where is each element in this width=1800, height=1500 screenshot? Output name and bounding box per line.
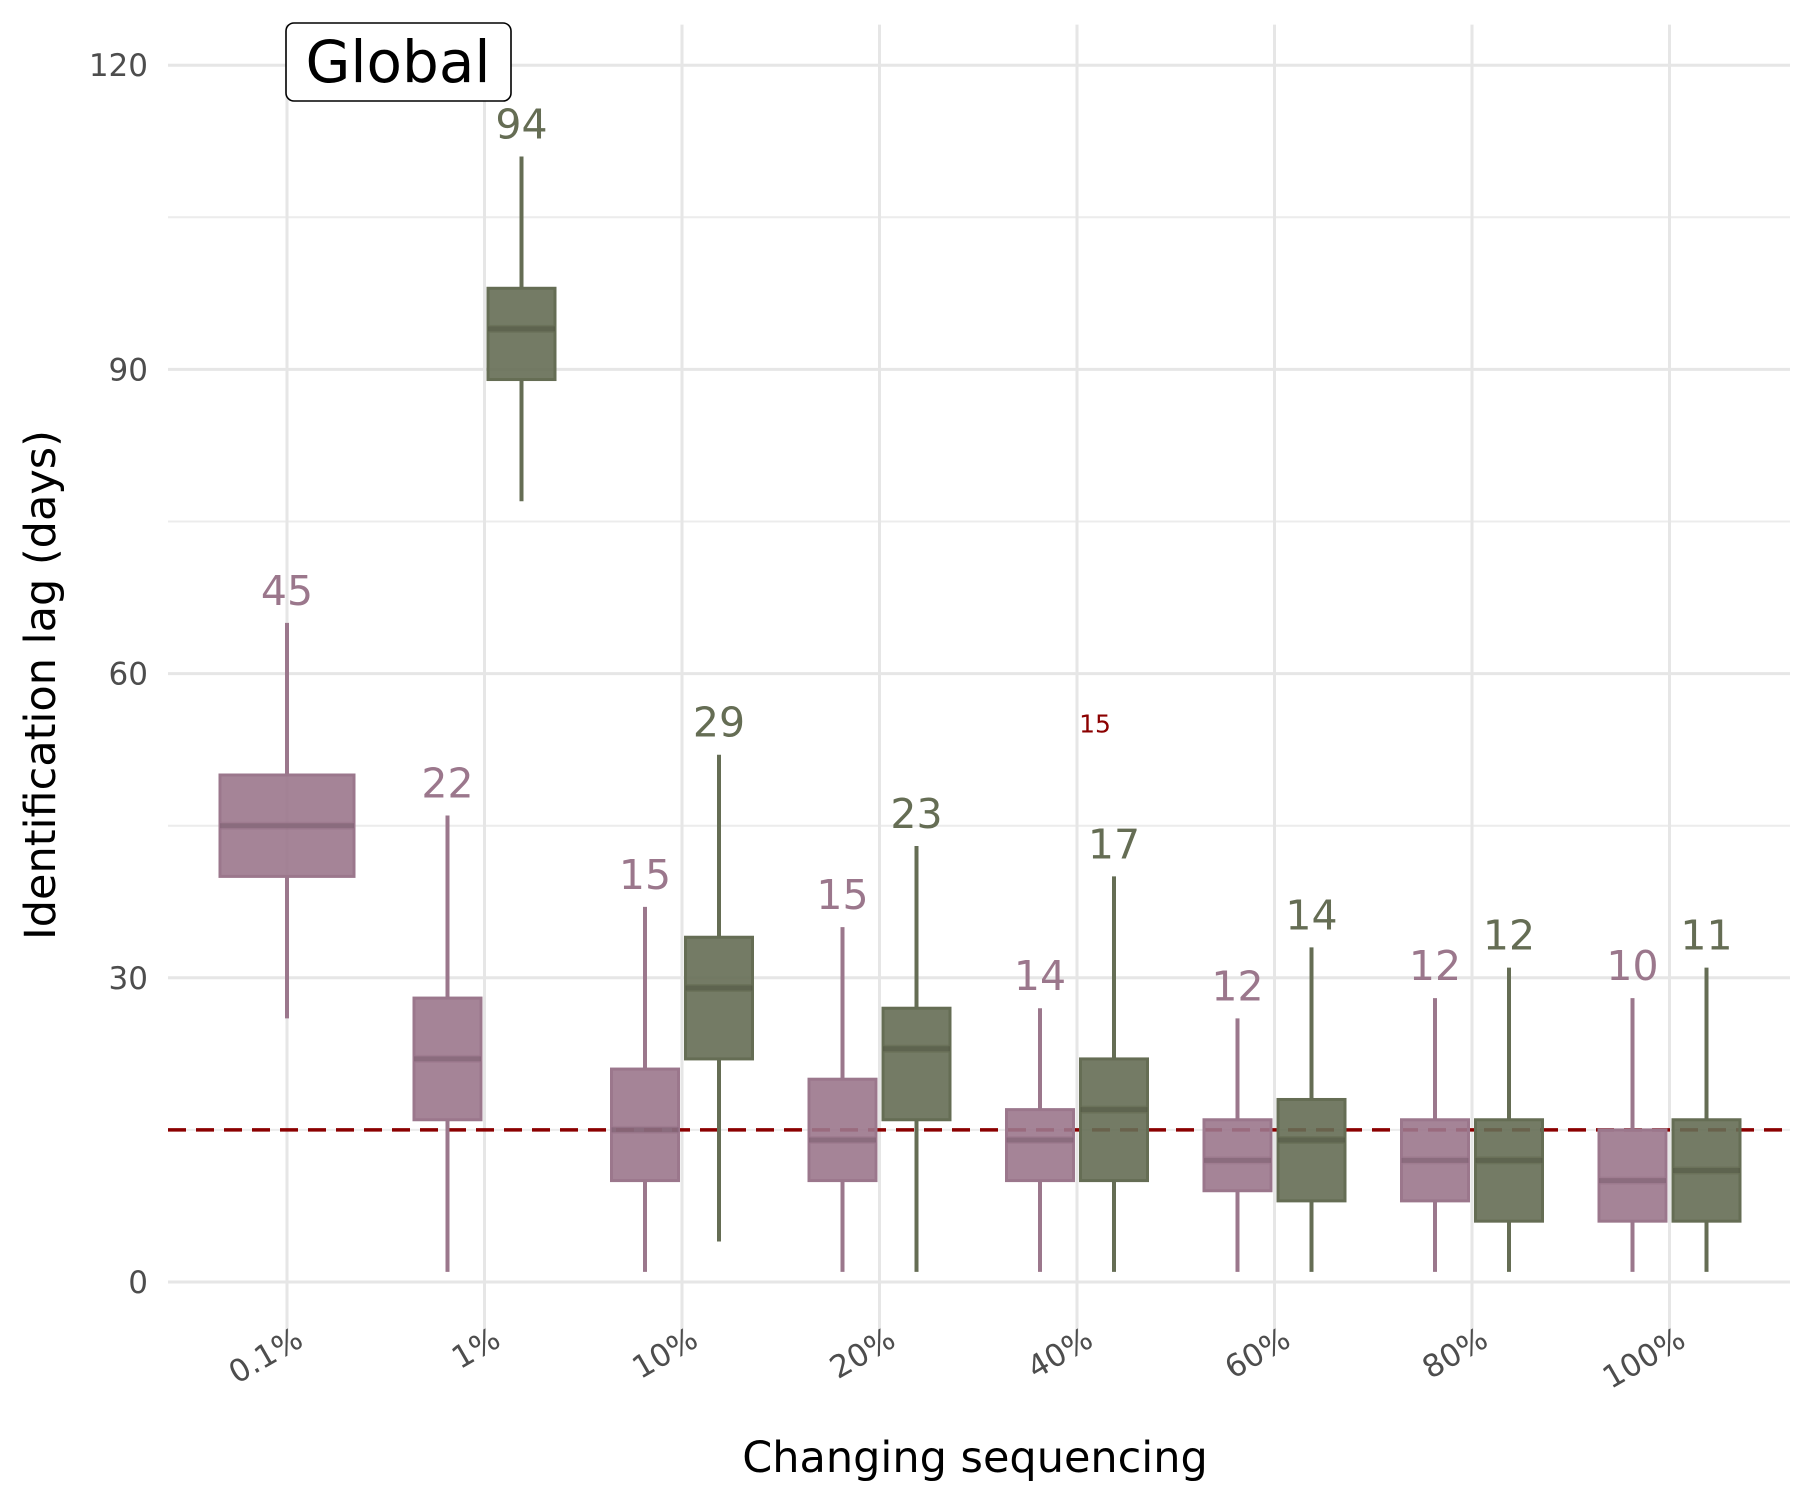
box: [1597, 1128, 1668, 1223]
y-tick-label: 120: [89, 48, 148, 84]
box: [807, 1077, 878, 1183]
x-tick-label: 1%: [446, 1321, 507, 1377]
box: [1079, 1057, 1149, 1183]
box-value-label: 12: [1483, 912, 1535, 960]
box: [610, 1067, 680, 1183]
box: [684, 935, 754, 1061]
box-value-label: 17: [1088, 820, 1140, 868]
box-value-label: 45: [261, 567, 313, 615]
y-axis-title: Identification lag (days): [16, 430, 66, 940]
y-tick-label: 30: [109, 961, 148, 997]
box-value-label: 29: [693, 699, 745, 747]
box-value-label: 94: [495, 100, 547, 148]
box-layer: [218, 156, 1742, 1272]
x-tick-label: 0.1%: [223, 1321, 309, 1392]
box: [486, 286, 557, 382]
box-value-label: 15: [619, 851, 671, 899]
panel-label: Global: [305, 28, 490, 96]
box-value-label: 23: [890, 790, 942, 838]
box: [1202, 1118, 1273, 1193]
box-value-label: 14: [1014, 952, 1066, 1000]
panel-label-box: Global: [285, 22, 512, 102]
box-value-label: 12: [1211, 962, 1263, 1010]
box-value-label: 10: [1606, 942, 1658, 990]
x-tick-label: 10%: [626, 1321, 704, 1387]
y-tick-label: 0: [128, 1265, 148, 1301]
reference-line-label: 15: [1079, 709, 1111, 738]
label-layer: 45 22 15 15 14 12 12 10 94 29 23 17 14 12 11: [261, 100, 1733, 1010]
grid-layer: [168, 24, 1790, 1343]
box-value-label: 15: [816, 871, 868, 919]
x-tick-label: 20%: [824, 1321, 902, 1387]
box: [1276, 1097, 1347, 1203]
x-axis-title: Changing sequencing: [742, 1433, 1208, 1483]
box: [881, 1006, 952, 1122]
box: [1474, 1118, 1544, 1223]
box-value-label: 12: [1409, 942, 1461, 990]
box-value-label: 22: [421, 760, 473, 808]
x-tick-label: 40%: [1021, 1321, 1099, 1387]
x-tick-label: 60%: [1219, 1321, 1297, 1387]
box: [1005, 1108, 1075, 1183]
x-tick-label: 100%: [1597, 1321, 1692, 1396]
box-value-label: 11: [1680, 912, 1732, 960]
y-tick-label: 90: [109, 352, 148, 388]
x-tick-label: 80%: [1416, 1321, 1494, 1387]
reference-line-layer: 15: [168, 709, 1790, 1132]
box-value-label: 14: [1285, 891, 1337, 939]
y-tick-label: 60: [109, 657, 148, 693]
